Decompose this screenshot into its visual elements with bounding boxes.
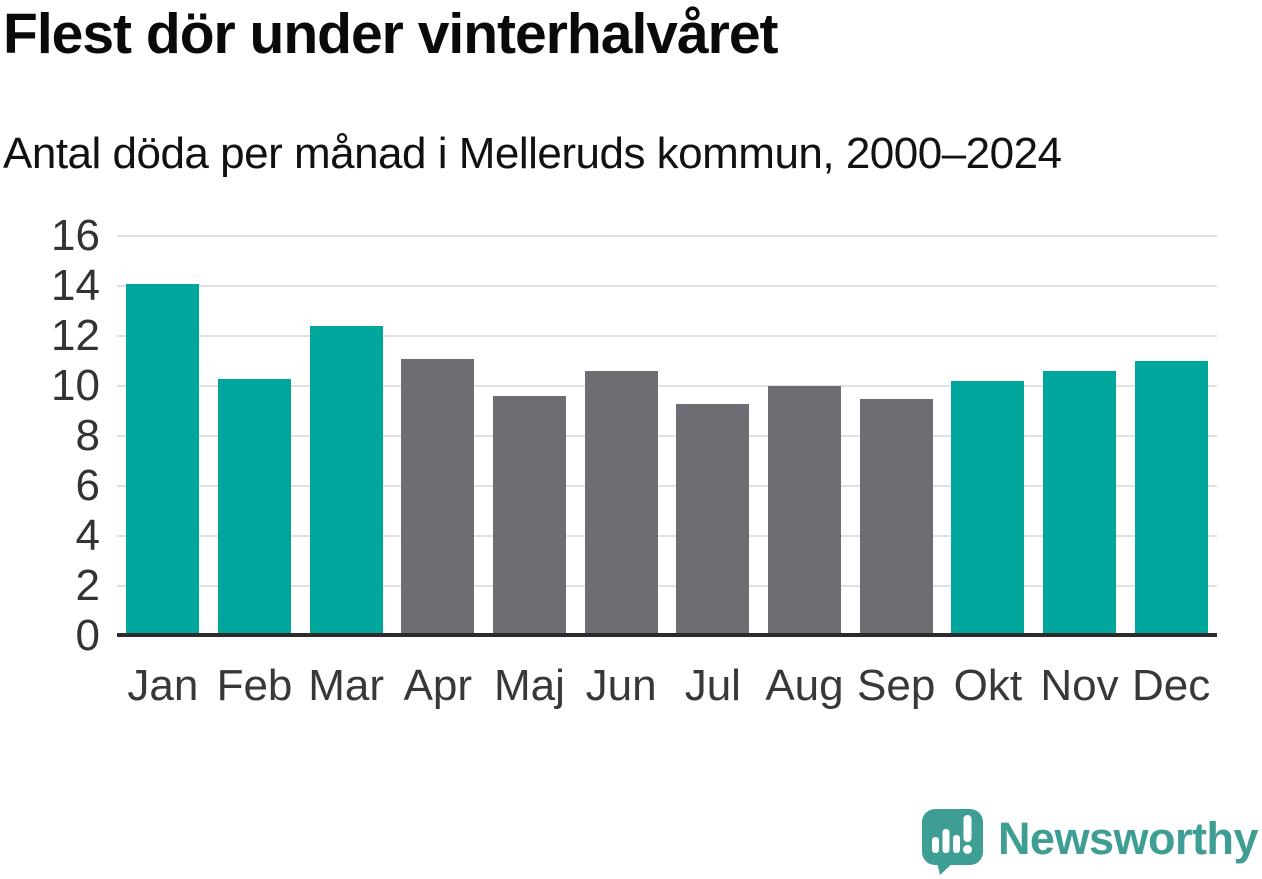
- y-tick-label-16: 16: [51, 211, 100, 260]
- gridline-4: [117, 535, 1217, 537]
- bar-feb: [217, 378, 292, 636]
- gridline-6: [117, 485, 1217, 487]
- x-tick-label-dec: Dec: [1132, 661, 1211, 710]
- x-tick-label-sep: Sep: [857, 661, 936, 710]
- y-tick-label-0: 0: [75, 611, 100, 660]
- y-tick-label-14: 14: [51, 261, 100, 310]
- newsworthy-logo-icon: [921, 809, 983, 875]
- gridline-8: [117, 435, 1217, 437]
- bar-jan: [126, 283, 200, 636]
- gridline-12: [117, 335, 1217, 337]
- bar-dec: [1134, 361, 1208, 636]
- gridline-14: [117, 285, 1217, 287]
- gridline-2: [117, 585, 1217, 587]
- y-tick-label-12: 12: [51, 311, 100, 360]
- y-tick-label-2: 2: [75, 561, 100, 610]
- chart-title: Flest dör under vinterhalvåret: [3, 2, 779, 66]
- bar-aug: [767, 386, 842, 636]
- x-tick-label-jun: Jun: [585, 661, 657, 710]
- x-tick-label-mar: Mar: [308, 661, 385, 710]
- y-tick-label-4: 4: [75, 511, 100, 560]
- x-tick-label-jul: Jul: [684, 661, 741, 710]
- bar-jul: [676, 403, 750, 636]
- brand-name: Newsworthy: [997, 813, 1259, 864]
- x-tick-label-jan: Jan: [127, 661, 199, 710]
- x-tick-label-apr: Apr: [403, 661, 473, 710]
- bar-mar: [309, 326, 383, 636]
- bar-jun: [584, 371, 658, 636]
- x-tick-label-okt: Okt: [953, 661, 1023, 710]
- bar-maj: [492, 396, 567, 636]
- bar-sep: [859, 398, 933, 636]
- bar-okt: [951, 381, 1025, 636]
- y-tick-label-8: 8: [75, 411, 100, 460]
- bar-nov: [1042, 371, 1117, 636]
- x-axis-line: [117, 633, 1217, 637]
- brand-footer: Newsworthy: [920, 803, 1259, 875]
- x-tick-label-maj: Maj: [494, 661, 565, 710]
- x-tick-label-feb: Feb: [216, 661, 293, 710]
- x-tick-label-nov: Nov: [1040, 661, 1119, 710]
- gridline-16: [117, 235, 1217, 237]
- gridline-10: [117, 385, 1217, 387]
- bar-apr: [401, 358, 475, 636]
- chart-subtitle: Antal döda per månad i Melleruds kommun,…: [3, 129, 1062, 178]
- y-tick-label-6: 6: [75, 461, 100, 510]
- x-tick-label-aug: Aug: [765, 661, 844, 710]
- y-tick-label-10: 10: [51, 361, 100, 410]
